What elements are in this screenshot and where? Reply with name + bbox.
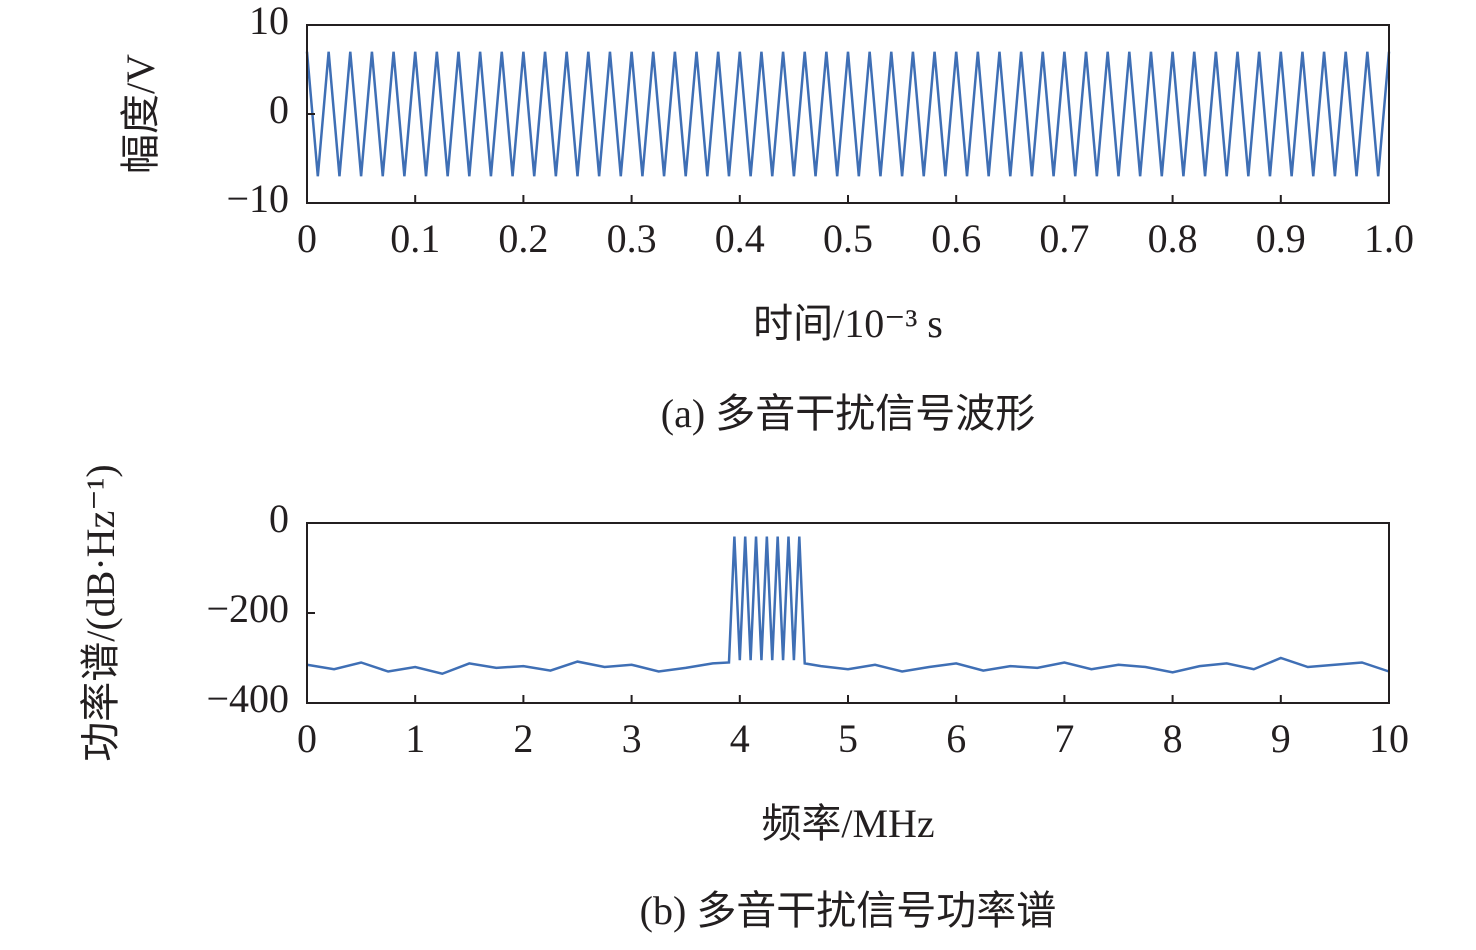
x-axis-label: 时间/10⁻³ s — [753, 301, 943, 346]
y-tick-label: −200 — [206, 586, 289, 631]
x-tick-label: 3 — [622, 716, 642, 761]
caption: (a) 多音干扰信号波形 — [661, 391, 1035, 436]
x-tick-label: 1.0 — [1364, 216, 1414, 261]
y-tick-label: 0 — [269, 496, 289, 541]
x-tick-label: 10 — [1369, 716, 1409, 761]
x-tick-label: 8 — [1163, 716, 1183, 761]
data-line — [306, 536, 1390, 676]
x-tick-label: 0.8 — [1148, 216, 1198, 261]
y-tick-label: 10 — [249, 0, 289, 43]
y-axis-label: 幅度/V — [118, 54, 163, 174]
x-tick-label: 0.9 — [1256, 216, 1306, 261]
x-tick-label: 0.1 — [390, 216, 440, 261]
caption: (b) 多音干扰信号功率谱 — [640, 888, 1057, 933]
x-tick-label: 1 — [405, 716, 425, 761]
x-tick-label: 0.2 — [498, 216, 548, 261]
x-tick-label: 7 — [1054, 716, 1074, 761]
x-tick-label: 2 — [513, 716, 533, 761]
y-axis-label: 功率谱/(dB·Hz⁻¹) — [78, 464, 123, 762]
x-tick-label: 0 — [297, 716, 317, 761]
x-tick-label: 0.4 — [715, 216, 765, 261]
x-tick-label: 0 — [297, 216, 317, 261]
plot-frame — [306, 522, 1390, 704]
x-tick-label: 9 — [1271, 716, 1291, 761]
x-axis-label: 频率/MHz — [761, 801, 934, 846]
x-tick-label: 0.6 — [931, 216, 981, 261]
x-tick-label: 0.5 — [823, 216, 873, 261]
data-line — [305, 51, 1391, 177]
y-tick-label: −400 — [206, 676, 289, 721]
y-tick-label: −10 — [226, 176, 289, 221]
y-tick-label: 0 — [269, 87, 289, 132]
x-tick-label: 0.3 — [607, 216, 657, 261]
x-tick-label: 5 — [838, 716, 858, 761]
x-tick-label: 6 — [946, 716, 966, 761]
x-tick-label: 4 — [730, 716, 750, 761]
x-tick-label: 0.7 — [1039, 216, 1089, 261]
